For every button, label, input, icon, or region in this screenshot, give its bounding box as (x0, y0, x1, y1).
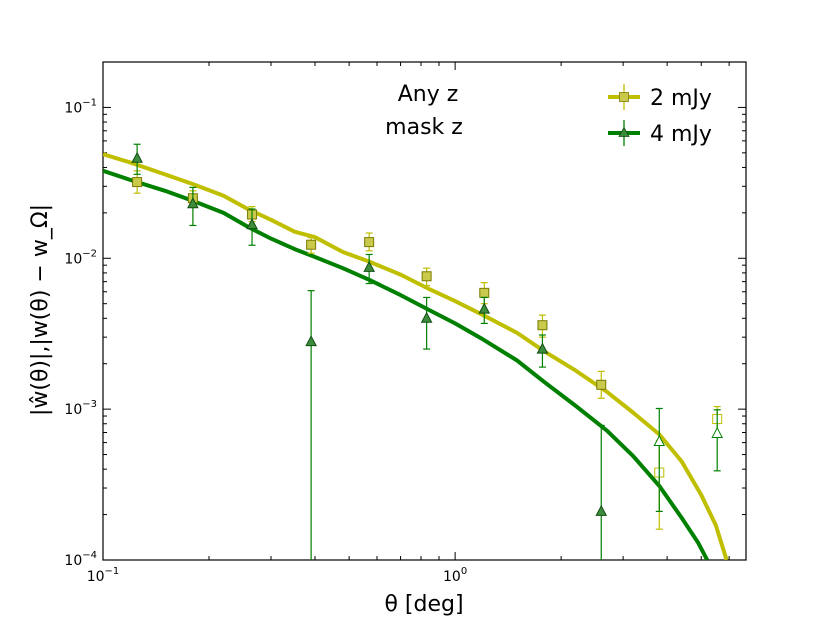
data-point-square (537, 320, 548, 331)
data-point-triangle (131, 151, 143, 163)
data-point-square (479, 287, 490, 298)
legend-label-4mjy: 4 mJy (650, 122, 712, 147)
axis-ticks (102, 61, 746, 561)
x-tick-label: 10−1 (87, 566, 120, 585)
points-layer (131, 143, 724, 560)
legend: 2 mJy 4 mJy (608, 84, 712, 147)
data-point-square (421, 271, 432, 282)
plot-area (102, 61, 747, 561)
data-point-square (132, 177, 143, 188)
y-tick-label: 10−4 (64, 550, 97, 569)
data-point-triangle (305, 335, 317, 347)
data-point-triangle (595, 504, 608, 516)
series-layer (103, 152, 729, 560)
data-point-triangle (363, 260, 375, 272)
x-tick-label: 100 (443, 566, 467, 585)
data-point-square (364, 237, 375, 248)
data-point-triangle (653, 434, 666, 447)
legend-marker-4mjy (618, 126, 630, 137)
series-line-0 (103, 152, 729, 560)
y-axis-label: |ŵ(θ)|,|w(θ) − w_Ω| (28, 204, 53, 416)
y-tick-label: 10−3 (64, 399, 97, 418)
series-line-1 (103, 168, 709, 560)
tick-labels: 10−1 100 10−1 10−2 10−3 10−4 (64, 97, 467, 585)
data-point-triangle (536, 342, 549, 354)
y-tick-label: 10−1 (64, 97, 97, 116)
data-point-triangle (187, 197, 199, 209)
y-tick-label: 10−2 (64, 248, 97, 267)
annotation-line-2: mask z (385, 115, 463, 140)
annotation-line-1: Any z (398, 82, 459, 107)
data-point-square (596, 379, 607, 390)
data-point-square (306, 239, 317, 250)
data-point-triangle (246, 218, 258, 230)
legend-marker-2mjy (619, 92, 629, 102)
x-axis-label: θ [deg] (384, 592, 463, 617)
data-point-triangle (478, 302, 491, 314)
data-point-triangle (711, 426, 724, 438)
legend-label-2mjy: 2 mJy (650, 86, 712, 111)
data-point-triangle (420, 311, 433, 323)
